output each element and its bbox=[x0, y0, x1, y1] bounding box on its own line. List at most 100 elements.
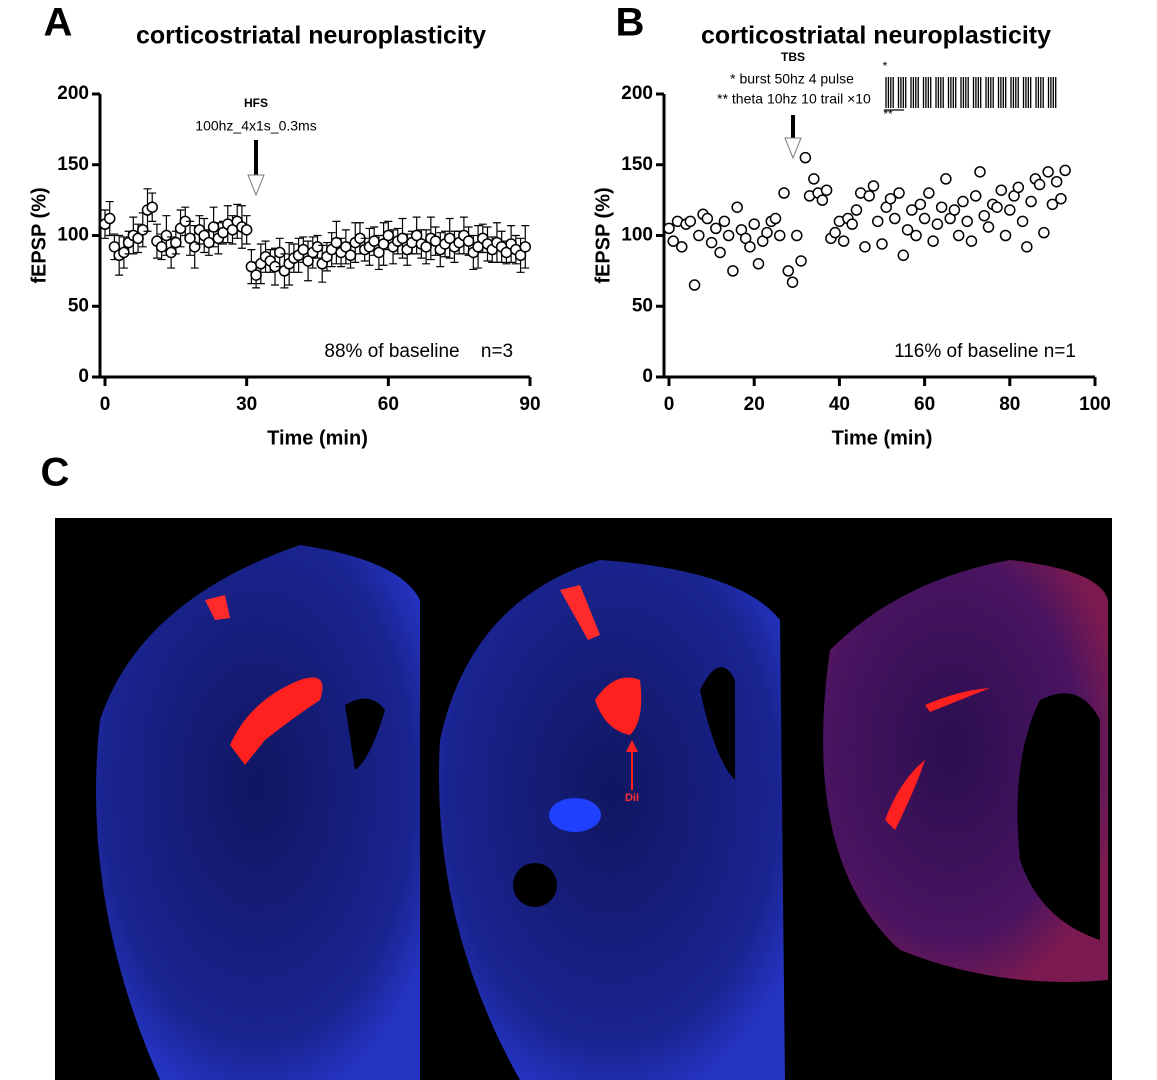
data-point bbox=[731, 201, 743, 213]
x-tick-label: 100 bbox=[1079, 394, 1111, 415]
data-point bbox=[969, 190, 982, 202]
data-point bbox=[330, 236, 343, 249]
data-point bbox=[782, 265, 795, 277]
data-point bbox=[519, 241, 532, 253]
arrow-head bbox=[626, 740, 638, 752]
data-point bbox=[718, 215, 731, 228]
data-point bbox=[871, 215, 884, 228]
data-point bbox=[1050, 175, 1063, 188]
annotation: 100hz_4x1s_0.3ms bbox=[195, 118, 316, 134]
data-point bbox=[1004, 204, 1016, 216]
data-point bbox=[188, 241, 201, 253]
data-point bbox=[965, 235, 978, 247]
y-tick-label: 150 bbox=[621, 154, 653, 175]
data-point bbox=[876, 238, 888, 250]
brain-slice bbox=[439, 560, 785, 1080]
x-tick-label: 0 bbox=[100, 394, 111, 415]
data-point bbox=[240, 224, 253, 236]
data-point bbox=[701, 212, 714, 225]
data-point bbox=[846, 218, 858, 230]
data-point bbox=[906, 204, 918, 216]
data-point bbox=[923, 187, 935, 199]
data-point bbox=[1016, 215, 1029, 228]
annotation: 116% of baseline n=1 bbox=[894, 341, 1076, 362]
x-tick-label: 0 bbox=[664, 394, 675, 415]
dye-spot bbox=[205, 595, 230, 620]
data-point bbox=[897, 249, 910, 262]
data-point bbox=[714, 246, 726, 259]
data-point bbox=[1038, 226, 1050, 239]
data-point bbox=[948, 204, 961, 216]
panel-label: A bbox=[44, 1, 73, 45]
dye-spot bbox=[595, 677, 642, 735]
x-tick-label: 90 bbox=[519, 394, 540, 415]
data-point bbox=[1059, 164, 1071, 177]
x-axis-label: Time (min) bbox=[267, 427, 368, 449]
arrow-head bbox=[784, 137, 802, 160]
x-tick-label: 30 bbox=[236, 394, 257, 415]
data-point bbox=[1046, 198, 1059, 211]
data-point bbox=[761, 226, 773, 239]
data-point bbox=[1042, 166, 1054, 178]
data-point bbox=[684, 215, 697, 228]
data-point bbox=[829, 226, 841, 239]
chart-title: corticostriatal neuroplasticity bbox=[136, 22, 486, 50]
data-point bbox=[744, 241, 756, 253]
data-point bbox=[889, 212, 901, 225]
data-point bbox=[931, 218, 944, 230]
data-point bbox=[786, 276, 799, 288]
data-point bbox=[118, 246, 130, 259]
x-tick-label: 40 bbox=[829, 394, 850, 415]
data-point bbox=[693, 229, 705, 242]
arrow-head bbox=[247, 174, 265, 197]
y-tick-label: 50 bbox=[68, 295, 89, 316]
data-point bbox=[820, 184, 833, 196]
x-axis-label: Time (min) bbox=[832, 427, 933, 449]
data-point bbox=[1025, 195, 1037, 208]
dye-spot bbox=[560, 585, 600, 640]
data-point bbox=[1021, 241, 1033, 253]
data-point bbox=[705, 236, 718, 249]
data-point bbox=[778, 187, 790, 199]
data-point bbox=[774, 229, 786, 242]
y-tick-label: 100 bbox=[621, 225, 653, 246]
y-tick-label: 150 bbox=[57, 154, 89, 175]
panel-label: B bbox=[616, 1, 645, 45]
annotation: n=3 bbox=[481, 341, 513, 362]
data-point bbox=[155, 241, 168, 253]
data-point bbox=[368, 235, 380, 247]
x-tick-label: 60 bbox=[378, 394, 399, 415]
data-point bbox=[203, 236, 215, 249]
ventricle bbox=[513, 863, 557, 907]
y-tick-label: 100 bbox=[57, 225, 89, 246]
data-point bbox=[344, 249, 357, 262]
data-point bbox=[663, 222, 675, 235]
data-point bbox=[795, 255, 807, 267]
x-tick-label: 20 bbox=[744, 394, 765, 415]
data-point bbox=[676, 241, 688, 253]
dye-spot bbox=[925, 688, 990, 712]
structure bbox=[549, 798, 601, 832]
annotation: ** bbox=[883, 107, 893, 121]
data-point bbox=[910, 229, 922, 242]
ventricle bbox=[1017, 693, 1100, 940]
data-point bbox=[752, 258, 765, 270]
data-point bbox=[748, 218, 760, 230]
y-tick-label: 50 bbox=[632, 295, 653, 316]
data-point bbox=[273, 246, 286, 259]
data-point bbox=[146, 201, 158, 213]
data-point bbox=[722, 229, 735, 242]
data-point bbox=[859, 241, 871, 253]
data-point bbox=[982, 221, 995, 233]
data-point bbox=[791, 229, 803, 242]
data-point bbox=[311, 241, 324, 253]
data-point bbox=[884, 192, 897, 205]
data-point bbox=[769, 212, 782, 225]
data-point bbox=[160, 229, 173, 242]
data-point bbox=[250, 269, 262, 281]
annotation: * burst 50hz 4 pulse bbox=[730, 71, 854, 87]
data-point bbox=[103, 212, 116, 225]
data-point bbox=[961, 215, 973, 228]
y-tick-label: 200 bbox=[57, 83, 89, 104]
